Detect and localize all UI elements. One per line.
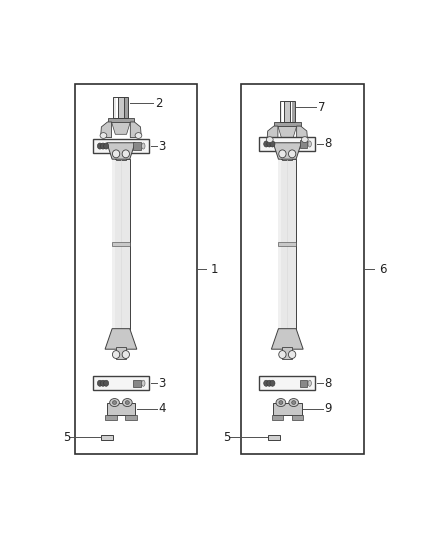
Ellipse shape bbox=[301, 137, 308, 142]
Bar bbox=[241, 84, 364, 454]
Ellipse shape bbox=[279, 351, 286, 359]
Bar bbox=[279, 159, 296, 329]
Ellipse shape bbox=[113, 401, 117, 405]
Ellipse shape bbox=[123, 399, 132, 407]
Ellipse shape bbox=[266, 137, 273, 142]
Bar bbox=[273, 402, 301, 415]
Ellipse shape bbox=[270, 380, 275, 386]
Bar bbox=[280, 101, 295, 122]
Text: 2: 2 bbox=[155, 96, 162, 110]
Bar bbox=[280, 101, 283, 122]
Polygon shape bbox=[105, 329, 137, 349]
Ellipse shape bbox=[110, 399, 120, 407]
Ellipse shape bbox=[100, 133, 107, 139]
Polygon shape bbox=[101, 122, 112, 138]
Ellipse shape bbox=[308, 380, 311, 386]
Bar bbox=[93, 376, 149, 390]
Ellipse shape bbox=[97, 380, 102, 386]
Bar bbox=[113, 97, 128, 118]
Ellipse shape bbox=[289, 399, 299, 407]
Bar bbox=[293, 159, 296, 329]
Ellipse shape bbox=[279, 401, 283, 405]
Polygon shape bbox=[131, 122, 141, 138]
Bar bbox=[125, 97, 128, 118]
Polygon shape bbox=[297, 126, 307, 142]
Polygon shape bbox=[292, 415, 303, 420]
Polygon shape bbox=[267, 126, 278, 142]
Ellipse shape bbox=[289, 150, 296, 158]
Ellipse shape bbox=[104, 380, 109, 386]
Polygon shape bbox=[105, 415, 117, 420]
Ellipse shape bbox=[113, 150, 120, 158]
Bar bbox=[268, 434, 280, 440]
Ellipse shape bbox=[267, 141, 272, 147]
Polygon shape bbox=[272, 329, 303, 349]
Bar bbox=[300, 140, 307, 148]
Text: 3: 3 bbox=[158, 140, 166, 152]
Ellipse shape bbox=[122, 351, 130, 359]
Bar bbox=[116, 148, 126, 160]
Ellipse shape bbox=[97, 143, 102, 149]
Bar bbox=[113, 97, 116, 118]
Bar bbox=[112, 159, 130, 329]
Polygon shape bbox=[273, 143, 301, 159]
Bar bbox=[126, 159, 130, 329]
Text: 9: 9 bbox=[325, 402, 332, 415]
Bar bbox=[93, 139, 149, 153]
Bar bbox=[112, 243, 130, 246]
Ellipse shape bbox=[264, 141, 269, 147]
Text: 8: 8 bbox=[325, 377, 332, 390]
Bar bbox=[274, 122, 301, 126]
Ellipse shape bbox=[100, 380, 106, 386]
Bar bbox=[118, 97, 124, 118]
Text: 1: 1 bbox=[211, 263, 219, 276]
Text: 4: 4 bbox=[158, 402, 166, 415]
Ellipse shape bbox=[289, 351, 296, 359]
Bar bbox=[259, 376, 315, 390]
Polygon shape bbox=[125, 415, 137, 420]
Bar bbox=[292, 101, 295, 122]
Bar bbox=[284, 101, 290, 122]
Text: 5: 5 bbox=[223, 431, 230, 444]
Ellipse shape bbox=[122, 150, 130, 158]
Bar bbox=[133, 379, 141, 387]
Bar bbox=[279, 159, 281, 329]
Bar bbox=[107, 118, 134, 122]
Ellipse shape bbox=[135, 133, 142, 139]
Bar bbox=[101, 434, 113, 440]
Ellipse shape bbox=[292, 401, 296, 405]
Bar bbox=[259, 137, 315, 151]
Ellipse shape bbox=[267, 380, 272, 386]
Ellipse shape bbox=[141, 143, 145, 149]
Polygon shape bbox=[272, 415, 283, 420]
Bar bbox=[116, 347, 126, 359]
Text: 6: 6 bbox=[379, 263, 386, 276]
Text: 3: 3 bbox=[158, 377, 166, 390]
Bar bbox=[112, 159, 115, 329]
Ellipse shape bbox=[104, 143, 109, 149]
Text: 8: 8 bbox=[325, 138, 332, 150]
Ellipse shape bbox=[113, 351, 120, 359]
Ellipse shape bbox=[270, 141, 275, 147]
Polygon shape bbox=[107, 143, 135, 159]
Bar bbox=[300, 379, 307, 387]
Bar bbox=[283, 148, 292, 160]
Text: 7: 7 bbox=[318, 101, 325, 114]
Bar bbox=[75, 84, 197, 454]
Polygon shape bbox=[278, 126, 297, 139]
Bar bbox=[283, 347, 292, 359]
Text: 5: 5 bbox=[63, 431, 71, 444]
Ellipse shape bbox=[276, 399, 286, 407]
Ellipse shape bbox=[308, 141, 311, 147]
Ellipse shape bbox=[141, 380, 145, 386]
Bar bbox=[279, 243, 296, 246]
Polygon shape bbox=[112, 122, 131, 134]
Ellipse shape bbox=[125, 401, 129, 405]
Ellipse shape bbox=[279, 150, 286, 158]
Bar bbox=[133, 142, 141, 150]
Ellipse shape bbox=[100, 143, 106, 149]
Ellipse shape bbox=[264, 380, 269, 386]
Bar bbox=[107, 402, 135, 415]
